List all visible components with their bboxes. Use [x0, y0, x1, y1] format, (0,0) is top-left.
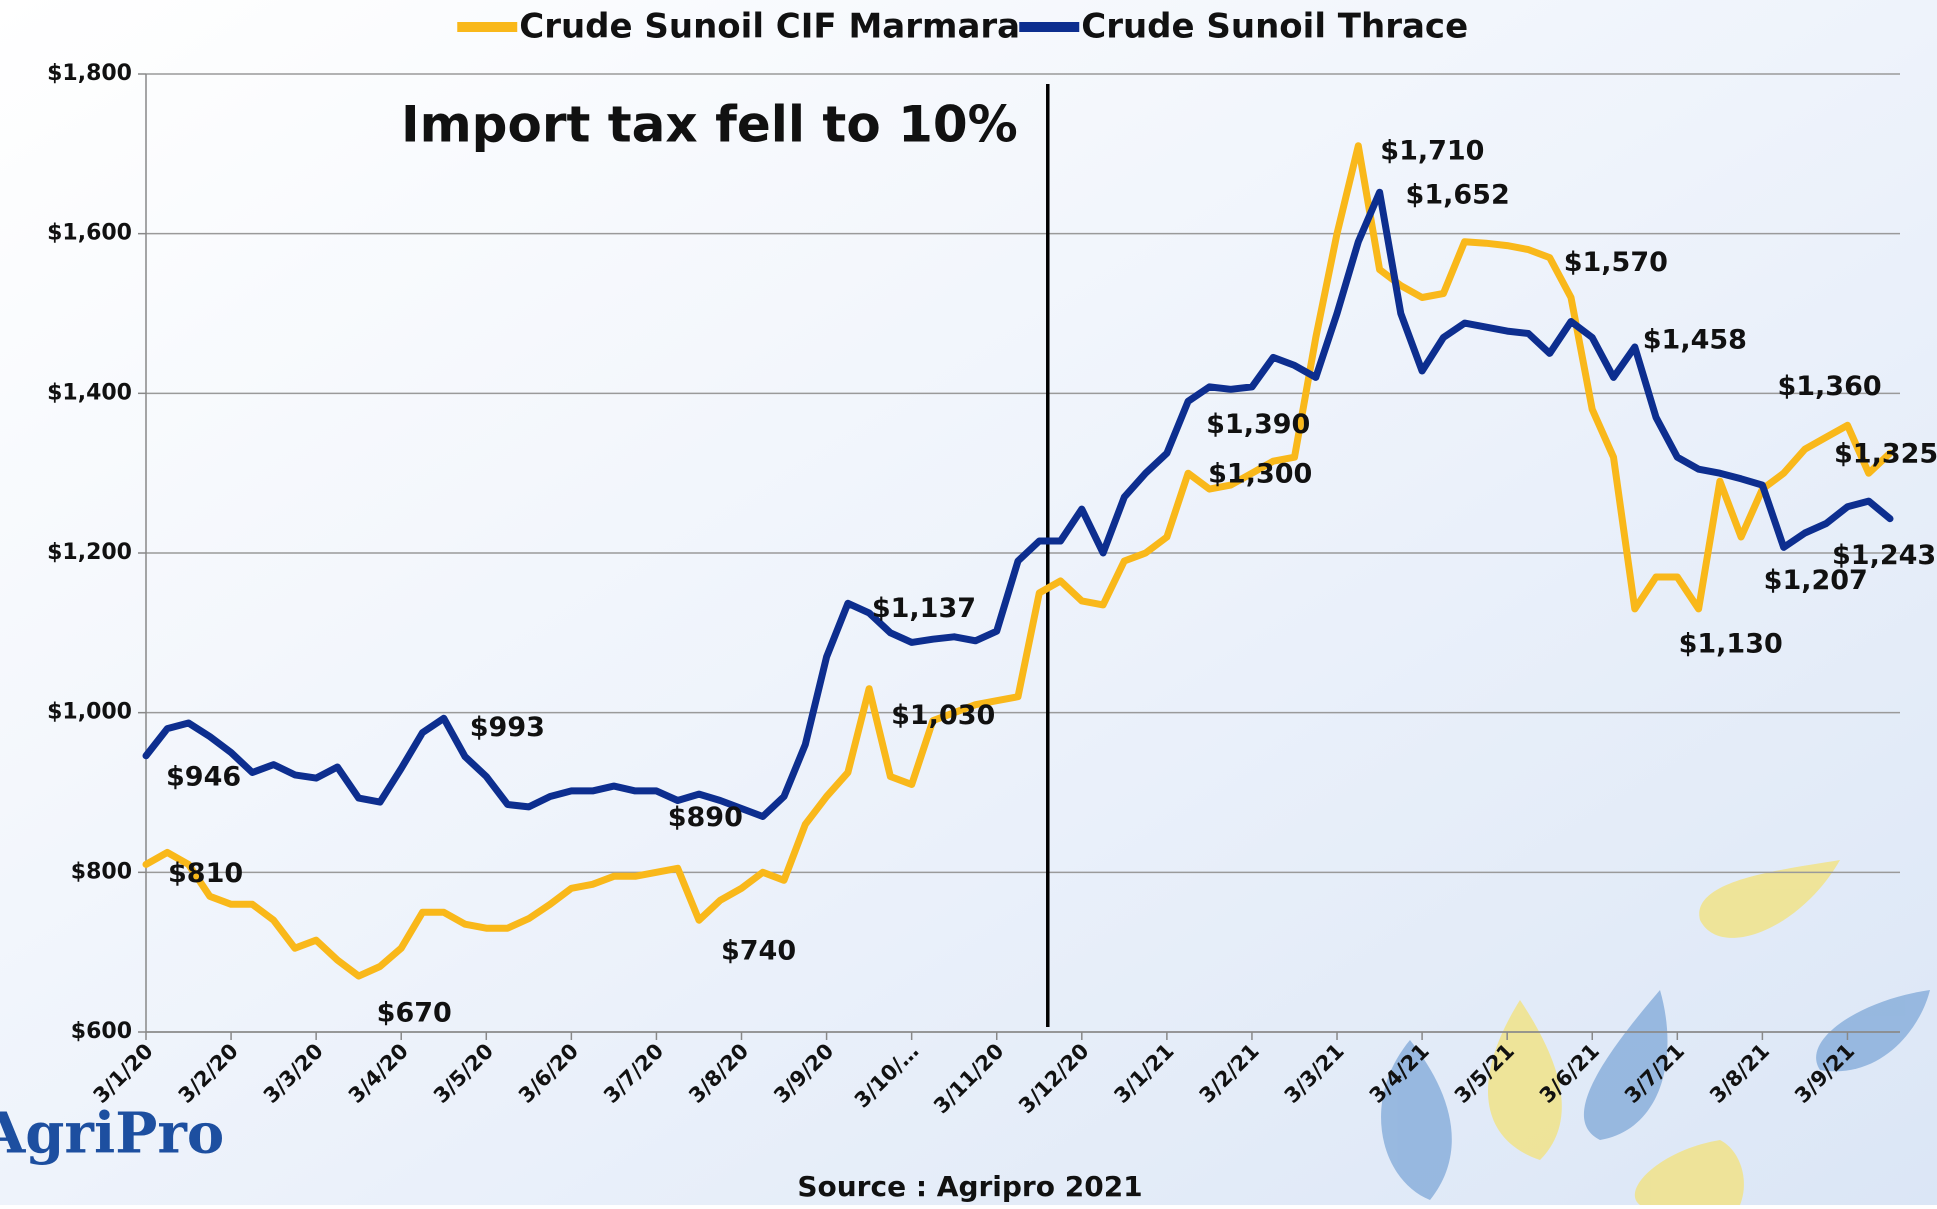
y-tick-label: $1,200 — [47, 540, 132, 565]
annotation-text: Import tax fell to 10% — [401, 96, 1018, 154]
y-tick-label: $800 — [71, 859, 132, 884]
y-tick-label: $1,000 — [47, 700, 132, 725]
y-tick-label: $600 — [71, 1019, 132, 1044]
series-line — [142, 142, 1894, 980]
value-label: $1,458 — [1643, 325, 1747, 356]
value-label: $1,710 — [1380, 135, 1484, 166]
value-label: $1,137 — [872, 593, 976, 624]
value-label: $1,300 — [1208, 459, 1312, 490]
value-label: $946 — [166, 761, 241, 792]
legend-label: Crude Sunoil Thrace — [1081, 7, 1468, 47]
value-label: $810 — [168, 858, 243, 889]
decoration — [1381, 860, 1930, 1205]
logo: AgriPro — [0, 1101, 224, 1167]
y-tick-label: $1,600 — [47, 221, 132, 246]
series-line — [142, 188, 1894, 820]
value-label: $1,652 — [1406, 180, 1510, 211]
value-label: $1,390 — [1206, 409, 1310, 440]
value-label: $993 — [470, 712, 545, 743]
legend-label: Crude Sunoil CIF Marmara — [519, 7, 1020, 47]
y-tick-label: $1,800 — [47, 61, 132, 86]
value-label: $1,030 — [891, 700, 995, 731]
value-label: $1,325 — [1834, 439, 1937, 470]
value-label: $890 — [668, 802, 743, 833]
value-label: $1,243 — [1832, 540, 1936, 571]
value-label: $670 — [377, 998, 452, 1029]
value-label: $1,360 — [1777, 371, 1881, 402]
source-note: Source : Agripro 2021 — [797, 1170, 1142, 1203]
y-tick-label: $1,400 — [47, 380, 132, 405]
value-label: $740 — [721, 936, 796, 967]
value-label: $1,570 — [1564, 247, 1668, 278]
value-label: $1,130 — [1679, 628, 1783, 659]
value-label: $1,207 — [1764, 565, 1868, 596]
